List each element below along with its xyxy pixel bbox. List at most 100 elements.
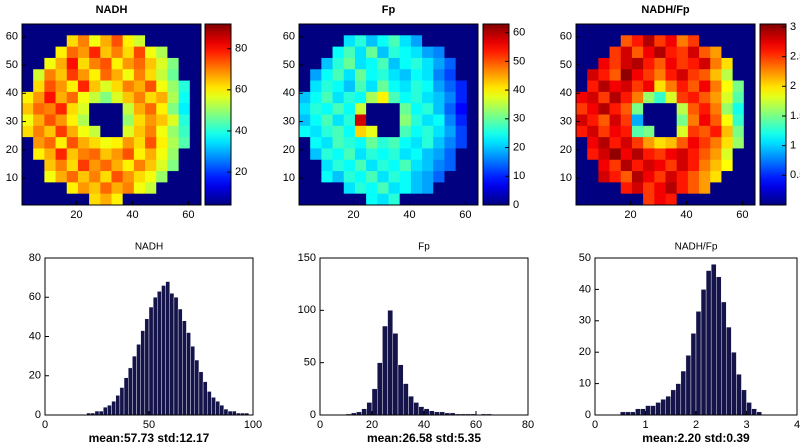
x-tick-label: 40	[126, 209, 138, 221]
x-tick-label: 20	[347, 209, 359, 221]
heatmap-cell	[466, 193, 479, 206]
heatmap-cell	[133, 91, 146, 104]
heatmap-cell	[598, 125, 610, 138]
histogram-bar	[700, 289, 707, 416]
heatmap-cell	[399, 46, 412, 59]
heatmap-cell	[399, 182, 412, 195]
x-axis-label: mean:57.73 std:12.17	[89, 431, 210, 445]
heatmap-cell	[167, 148, 180, 161]
heatmap-cell	[145, 57, 157, 70]
heatmap-cell	[178, 148, 191, 161]
heatmap-cell	[89, 159, 101, 172]
heatmap-cell	[55, 35, 68, 48]
heatmap-cell	[55, 114, 68, 127]
histogram-bar	[182, 320, 187, 416]
heatmap-cell	[310, 80, 322, 93]
heatmap-cell	[145, 46, 157, 59]
heatmap-cell	[433, 193, 445, 206]
y-tick-label: 20	[29, 370, 41, 382]
heatmap-cell	[598, 91, 610, 104]
heatmap-cell	[455, 91, 468, 104]
heatmap-cell	[455, 46, 468, 59]
heatmap-cell	[55, 46, 68, 59]
histogram-bar	[751, 408, 757, 416]
heatmap-cell	[598, 80, 610, 93]
heatmap-cell	[156, 193, 168, 206]
heatmap-cell	[122, 137, 135, 149]
heatmap-cell	[687, 46, 700, 59]
heatmap-cell	[665, 80, 678, 93]
heatmap-cell	[89, 148, 101, 161]
heatmap-cell	[299, 35, 311, 48]
heatmap-cell	[721, 114, 734, 127]
heatmap-cell	[310, 159, 322, 172]
heatmap-cell	[388, 91, 401, 104]
heatmap-cell	[721, 148, 734, 161]
heatmap-cell	[122, 57, 135, 70]
heatmap-cell	[156, 103, 168, 115]
heatmap-cell	[399, 57, 412, 70]
heatmap-cell	[399, 91, 412, 104]
heatmap-cell	[77, 69, 90, 81]
heatmap-cell	[410, 46, 423, 59]
histogram-bar	[635, 408, 641, 416]
heatmap-cell	[444, 171, 457, 183]
heatmap-cell	[354, 80, 367, 93]
heatmap-cell	[377, 159, 389, 172]
heatmap-cell	[189, 125, 202, 138]
heatmap-cell	[410, 125, 423, 138]
heatmap-cell	[710, 103, 722, 115]
heatmap-cell	[388, 114, 401, 127]
heatmap-cell	[665, 103, 678, 115]
heatmap-cell	[598, 46, 610, 59]
heatmap-cell	[410, 57, 423, 70]
heatmap-cell	[343, 69, 356, 81]
heatmap-cell	[631, 103, 644, 115]
y-tick-label: 20	[560, 144, 572, 156]
heatmap-cell	[332, 193, 345, 206]
heatmap-cell	[631, 91, 644, 104]
heatmap-cell	[343, 103, 356, 115]
heatmap-cell	[44, 91, 56, 104]
heatmap-cell	[721, 69, 734, 81]
heatmap-cell	[631, 193, 644, 206]
heatmap-cell	[598, 103, 610, 115]
colorbar-tick-label: 10	[513, 170, 525, 182]
heatmap-cell	[33, 103, 45, 115]
heatmap-cell	[643, 125, 655, 138]
heatmap-cell	[654, 171, 666, 183]
heatmap-cell	[598, 57, 610, 70]
heatmap-cell	[377, 182, 389, 195]
histogram-bar	[660, 399, 666, 416]
heatmap-cell	[455, 137, 468, 149]
heatmap-cell	[89, 193, 101, 206]
heatmap-cell	[100, 159, 112, 172]
heatmap-cell	[111, 80, 124, 93]
heatmap-cell	[643, 69, 655, 81]
heatmap-cell	[654, 125, 666, 138]
heatmap-cell	[178, 46, 191, 59]
heatmap-cell	[77, 80, 90, 93]
heatmap-cell	[167, 24, 180, 36]
histogram-bar	[429, 410, 435, 416]
x-tick-label: 40	[403, 209, 415, 221]
heatmap-cell	[620, 148, 633, 161]
heatmap-cell	[388, 159, 401, 172]
heatmap-cell	[354, 69, 367, 81]
heatmap-cell	[299, 57, 311, 70]
histogram-bar	[366, 402, 373, 416]
heatmap-cell	[455, 125, 468, 138]
histogram-bar	[123, 377, 129, 416]
heatmap-cell	[410, 24, 423, 36]
heatmap-cell	[743, 159, 756, 172]
heatmap-cell	[178, 114, 191, 127]
x-tick-label: 60	[736, 209, 748, 221]
colorbar	[482, 23, 510, 206]
heatmap-cell	[178, 182, 191, 195]
histogram-bar	[361, 408, 368, 416]
heatmap-cell	[332, 114, 345, 127]
heatmap-cell	[332, 159, 345, 172]
colorbar	[204, 23, 232, 206]
heatmap-cell	[422, 80, 434, 93]
heatmap-cell	[643, 159, 655, 172]
